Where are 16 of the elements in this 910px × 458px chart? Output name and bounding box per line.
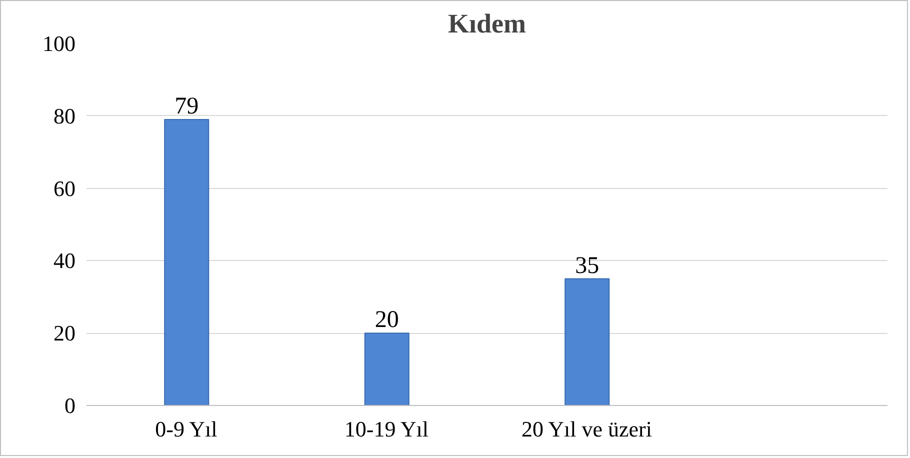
y-tick-label: 20 xyxy=(54,320,76,346)
y-tick-label: 0 xyxy=(64,393,76,418)
data-label: 79 xyxy=(174,94,199,120)
data-label: 35 xyxy=(575,252,600,279)
y-tick-label: 100 xyxy=(42,31,76,56)
y-tick-label: 80 xyxy=(54,103,76,128)
y-tick-label: 60 xyxy=(54,176,76,201)
bar xyxy=(564,278,610,406)
data-label: 20 xyxy=(374,307,399,334)
y-tick-label: 40 xyxy=(54,248,76,274)
x-tick-label: 20 Yıl ve üzeri xyxy=(521,416,652,442)
bar xyxy=(364,332,410,406)
bar xyxy=(164,119,210,406)
chart-title: Kıdem xyxy=(448,8,527,38)
x-tick-label: 0-9 Yıl xyxy=(155,416,218,442)
x-tick-label: 10-19 Yıl xyxy=(344,416,429,442)
